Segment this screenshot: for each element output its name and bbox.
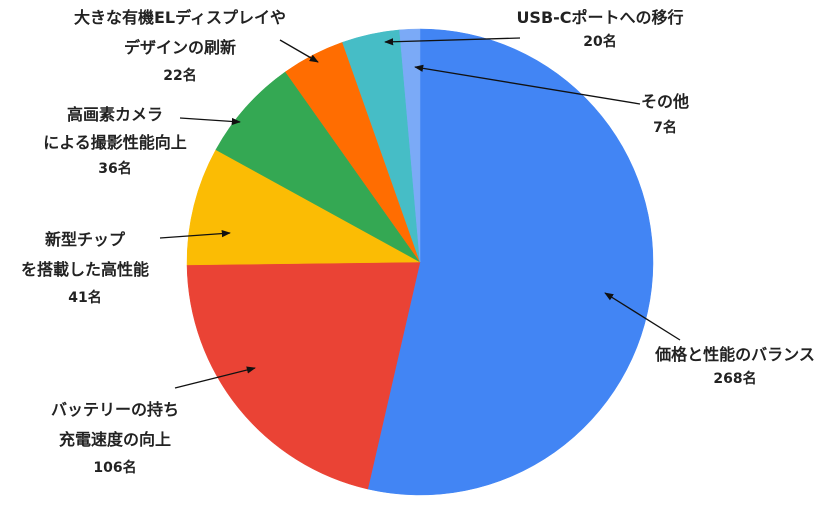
pie-slice <box>399 28 421 263</box>
label-line: 充電速度の向上 <box>59 430 171 449</box>
label-line: 価格と性能のバランス <box>654 345 815 364</box>
leader-arrow <box>279 39 319 63</box>
value-label: 20名 <box>583 33 616 50</box>
pie-slice <box>215 71 421 263</box>
slice-label: USB-Cポートへの移行 <box>516 8 683 27</box>
leader-arrow <box>384 37 521 46</box>
label-line: 高画素カメラ <box>67 105 163 124</box>
label-line: その他 <box>641 92 689 111</box>
value-label: 36名 <box>98 160 131 177</box>
slice-label: その他 <box>641 92 689 111</box>
leader-arrow <box>174 366 256 389</box>
label-line: デザインの刷新 <box>124 38 236 57</box>
pie-slice <box>186 261 421 490</box>
slice-label: バッテリーの持ち充電速度の向上 <box>51 400 179 449</box>
value-label: 41名 <box>68 289 101 306</box>
leader-arrow <box>414 64 641 105</box>
leader-arrow <box>179 117 241 126</box>
label-line: による撮影性能向上 <box>43 133 187 152</box>
value-label: 106名 <box>93 459 136 476</box>
slice-label: 大きな有機ELディスプレイやデザインの刷新 <box>74 8 286 57</box>
pie-slice <box>367 28 654 496</box>
label-line: USB-Cポートへの移行 <box>516 8 683 27</box>
slice-label: 高画素カメラによる撮影性能向上 <box>43 105 187 152</box>
label-line: 大きな有機ELディスプレイや <box>74 8 286 27</box>
label-line: バッテリーの持ち <box>51 400 179 419</box>
value-label: 7名 <box>653 119 677 136</box>
slice-label: 価格と性能のバランス <box>654 345 815 364</box>
value-label: 268名 <box>713 370 756 387</box>
leader-arrow <box>604 292 681 341</box>
pie-slice <box>186 149 421 266</box>
label-line: を搭載した高性能 <box>21 260 149 279</box>
value-label: 22名 <box>163 67 196 84</box>
slice-label: 新型チップを搭載した高性能 <box>21 230 149 279</box>
label-line: 新型チップ <box>45 230 126 249</box>
leader-arrow <box>159 229 231 239</box>
